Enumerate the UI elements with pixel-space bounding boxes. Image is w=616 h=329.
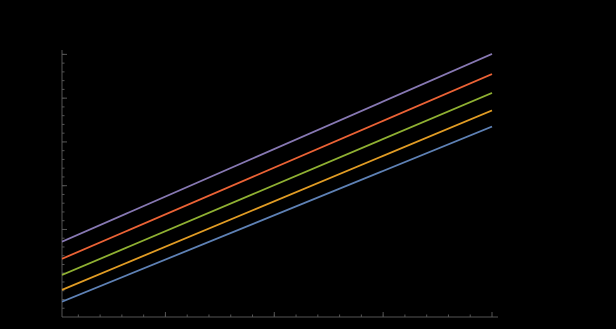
y-axis-label: surface temperature K <box>0 30 95 41</box>
chart-title: Ts vs Te with different opacity <box>209 11 352 23</box>
x-tick-label: 270 <box>484 302 501 313</box>
ticks: 230 240 250 260 270 280 290 240 250 260 270 <box>41 50 500 324</box>
series-line-2 <box>61 109 493 291</box>
x-tick-label: 250 <box>266 302 283 313</box>
y-tick-label: 280 <box>41 94 58 105</box>
series-line-3 <box>61 92 493 276</box>
y-tick-label: 260 <box>41 181 58 192</box>
series-line-4 <box>61 73 493 260</box>
axes <box>61 50 498 318</box>
series-line-1 <box>61 125 493 303</box>
x-tick-label: 260 <box>375 302 392 313</box>
y-tick-label: 270 <box>41 137 58 148</box>
y-tick-label: 250 <box>41 225 58 236</box>
y-tick-label: 230 <box>41 313 58 324</box>
x-tick-label: 240 <box>157 302 174 313</box>
series-group <box>61 53 493 303</box>
series-line-5 <box>61 53 493 243</box>
x-axis-label: emission temperature K <box>502 300 603 311</box>
y-tick-label: 240 <box>41 269 58 280</box>
y-tick-label: 290 <box>41 50 58 61</box>
